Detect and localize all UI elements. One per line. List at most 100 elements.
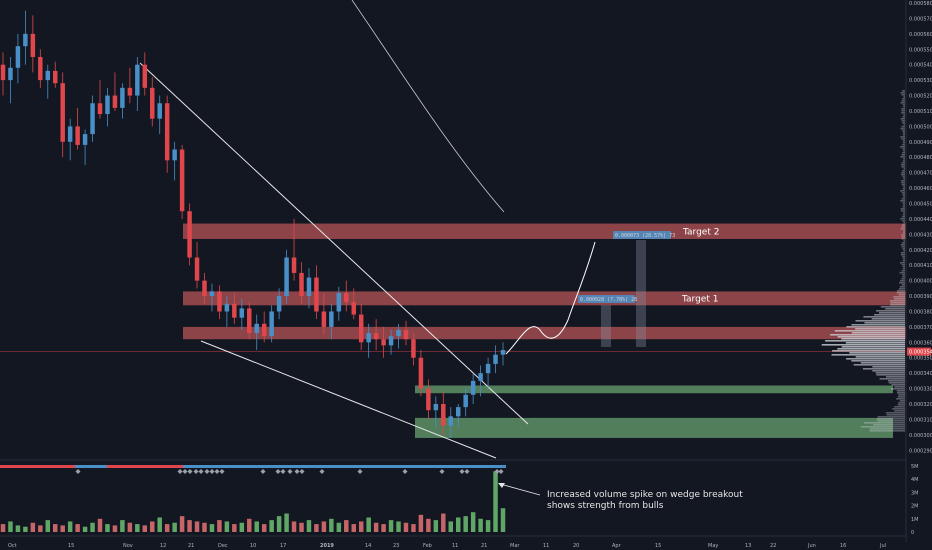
candle-body [164,103,170,161]
volume-bar [150,521,155,532]
time-tick-label: Mar [510,543,520,549]
signal-diamond [439,469,445,474]
measure-bar-1 [601,305,611,347]
profile-bar [901,236,905,238]
profile-bar [903,186,905,188]
time-tick-label: Oct [8,543,17,549]
profile-bar [900,164,905,166]
profile-bar [894,406,905,408]
price-tick-label: 0.000460 [909,186,932,192]
volume-bar [344,520,349,532]
candle-body [82,134,88,145]
profile-bar [821,344,905,346]
volume-bar [329,518,334,532]
profile-bar [899,286,905,288]
profile-bar [862,368,905,370]
volume-bar [127,522,133,532]
volume-tick-label: 1M [911,517,919,523]
candle-body [381,339,386,346]
profile-bar [841,338,905,340]
profile-bar [832,350,905,352]
signal-diamond [402,469,408,474]
volume-bar [321,521,327,532]
candle-body [373,333,379,340]
profile-bar [900,218,905,220]
candle-body [269,311,274,337]
volume-bar [418,514,424,532]
profile-bar [902,152,905,154]
candle-body [45,70,51,81]
time-tick-label: Jun [807,543,816,549]
volume-tick-label: 2M [911,504,919,510]
profile-bar [903,150,905,152]
resistance-zone [183,223,906,239]
candle-body [261,323,267,337]
volume-bar [351,524,356,532]
volume-bar [202,522,207,532]
candle-body [418,357,424,389]
profile-bar [902,214,905,216]
profile-bar [878,312,905,314]
profile-bar [902,276,905,278]
signal-diamond [357,469,363,474]
profile-bar [902,242,905,244]
candle-body [351,302,356,315]
time-tick-label: 13 [745,543,751,549]
zone-label: Target 2 [682,227,719,237]
trendlines [139,0,646,496]
volume-bar [172,522,177,532]
profile-bar [901,184,905,186]
profile-bar [902,170,905,172]
volume-tick-label: 0 [911,530,914,536]
profile-bar [900,252,905,254]
profile-bar [897,404,905,406]
volume-bar [164,524,170,532]
volume-bar [194,521,200,532]
profile-bar [876,374,905,376]
profile-bar [900,200,905,202]
profile-bar [901,226,905,228]
signal-markers [0,465,506,474]
candle-body [284,257,289,297]
volume-bar [30,522,36,532]
volume-bar [209,524,215,532]
volume-bar [224,521,230,532]
signal-diamond [260,469,266,474]
profile-bar [849,352,905,354]
annotation-text: Increased volume spike on wedge breakout [547,490,743,500]
volume-bar [269,520,274,532]
price-tick-label: 0.000530 [909,78,932,84]
profile-bar [902,116,905,118]
profile-bar [873,314,905,316]
profile-bar [902,204,905,206]
candle-body [291,257,297,273]
support-zone [415,385,893,394]
signal-diamond [193,469,199,474]
candle-body [470,380,476,395]
profile-bar [901,264,905,266]
profile-bar [899,262,905,264]
candle-body [60,83,65,142]
resistance-zone [183,291,906,306]
profile-bar [860,362,905,364]
volume-bar [90,522,95,532]
candle-body [38,56,43,81]
annotation-text: shows strength from bulls [547,501,664,511]
candle-body [194,257,200,281]
signal-diamond [299,469,305,474]
candle-body [202,280,207,297]
profile-bar [902,90,905,92]
profile-bar [899,272,905,274]
profile-bar [901,138,905,140]
profile-bar [902,122,905,124]
profile-bar [851,360,905,362]
signal-diamond [187,469,193,474]
profile-bar [876,310,905,312]
profile-bar [873,424,905,426]
signal-diamond [494,469,500,474]
profile-bar [899,400,905,402]
signal-diamond [219,469,225,474]
profile-bar [877,420,905,422]
time-tick-label: 17 [280,543,286,549]
